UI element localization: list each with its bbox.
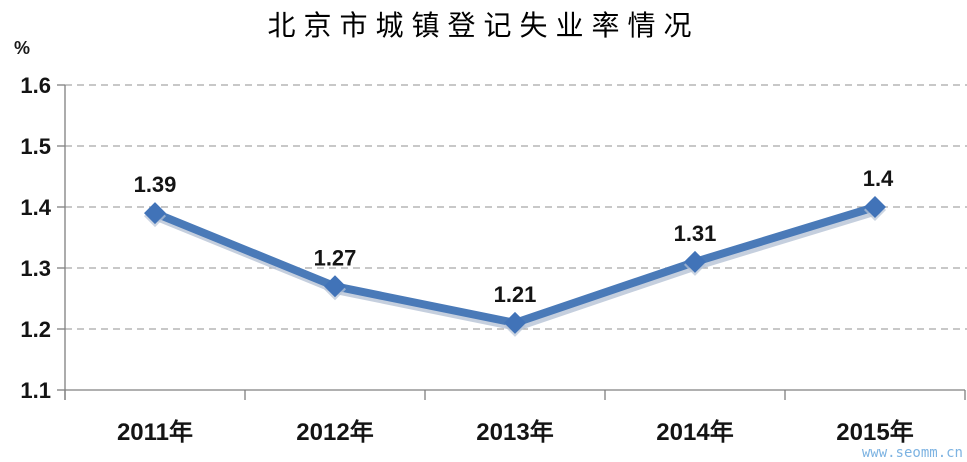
- data-point-marker: [684, 250, 706, 273]
- y-tick-label: 1.6: [20, 73, 51, 98]
- y-tick-label: 1.3: [20, 256, 51, 281]
- data-point-marker: [864, 196, 886, 218]
- data-point-label: 1.21: [494, 282, 537, 307]
- data-point-label: 1.4: [863, 166, 894, 191]
- chart-title: 北京市城镇登记失业率情况: [267, 9, 700, 42]
- data-point-marker: [504, 311, 526, 334]
- x-tick-label: 2012年: [296, 418, 373, 446]
- y-tick-label: 1.5: [20, 134, 51, 159]
- y-tick-label: 1.2: [20, 317, 51, 342]
- data-point-label: 1.39: [134, 172, 177, 197]
- data-point-label: 1.27: [314, 245, 357, 270]
- series-line-shadow: [153, 207, 881, 331]
- x-tick-label: 2015年: [836, 418, 913, 446]
- y-tick-label: 1.4: [20, 195, 51, 220]
- data-point-label: 1.31: [674, 221, 717, 246]
- data-point-marker: [324, 275, 346, 298]
- y-axis-unit-label: %: [14, 38, 31, 58]
- data-point-marker: [144, 202, 166, 225]
- x-tick-label: 2014年: [656, 418, 733, 446]
- x-tick-label: 2013年: [476, 418, 553, 446]
- x-tick-label: 2011年: [117, 418, 193, 446]
- watermark: www.seomm.cn: [861, 445, 963, 461]
- y-tick-label: 1.1: [20, 378, 51, 403]
